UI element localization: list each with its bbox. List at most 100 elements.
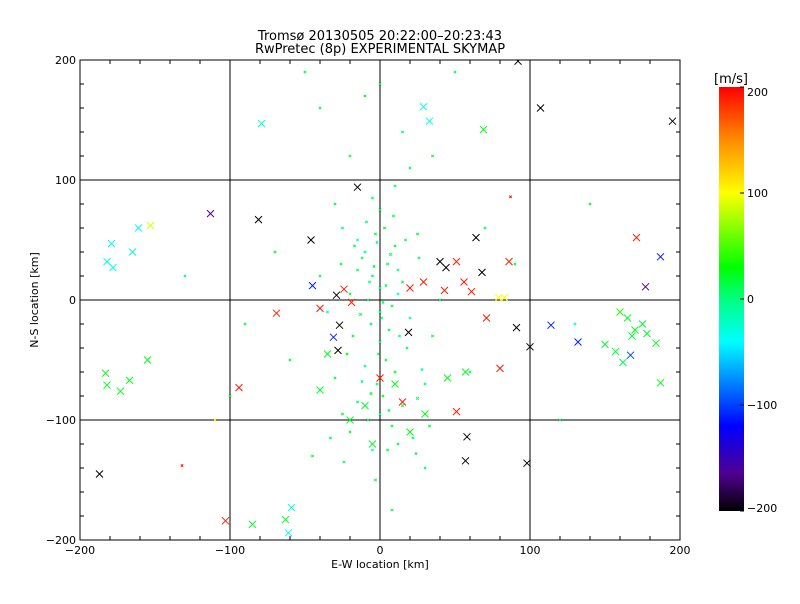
- marker-stroke: [408, 166, 412, 170]
- marker-stroke: [307, 236, 315, 244]
- marker-stroke: [423, 466, 427, 470]
- marker-stroke: [425, 117, 434, 126]
- marker-stroke: [378, 208, 382, 212]
- marker-stroke: [638, 320, 647, 328]
- marker-stroke: [378, 412, 382, 416]
- small-data-point: [430, 154, 435, 158]
- large-data-point: [221, 516, 230, 525]
- small-data-point: [387, 408, 391, 412]
- large-data-point: [436, 257, 444, 266]
- marker-stroke: [347, 298, 356, 307]
- marker-stroke: [393, 184, 397, 188]
- marker-stroke: [423, 382, 427, 386]
- large-data-point: [463, 432, 471, 441]
- large-data-point: [523, 459, 531, 468]
- marker-stroke: [348, 430, 352, 434]
- marker-stroke: [400, 130, 405, 134]
- large-data-point: [323, 350, 332, 358]
- marker-stroke: [288, 358, 292, 362]
- marker-stroke: [508, 195, 513, 199]
- small-data-point: [352, 244, 357, 248]
- large-data-point: [316, 304, 324, 313]
- small-data-point: [378, 208, 382, 212]
- marker-stroke: [523, 459, 531, 468]
- marker-stroke: [378, 286, 382, 290]
- marker-stroke: [396, 442, 400, 446]
- marker-stroke: [398, 398, 407, 406]
- small-data-point: [387, 328, 391, 332]
- small-data-point: [397, 334, 402, 338]
- marker-stroke: [611, 347, 620, 356]
- small-data-point: [180, 464, 184, 468]
- marker-stroke: [403, 238, 408, 242]
- large-data-point: [361, 401, 369, 410]
- marker-stroke: [381, 300, 385, 304]
- marker-stroke: [355, 238, 360, 242]
- marker-stroke: [125, 376, 134, 385]
- small-data-point: [339, 262, 343, 266]
- small-data-point: [411, 436, 415, 440]
- large-data-point: [452, 407, 461, 416]
- small-data-point: [351, 334, 355, 338]
- x-tick-label: −200: [65, 544, 95, 557]
- marker-stroke: [436, 257, 444, 266]
- small-data-point: [423, 382, 427, 386]
- small-data-point: [364, 220, 369, 224]
- small-data-point: [513, 262, 517, 266]
- marker-stroke: [419, 102, 428, 111]
- marker-stroke: [443, 374, 452, 382]
- small-data-point: [318, 274, 322, 278]
- large-data-point: [316, 386, 324, 394]
- large-data-point: [478, 268, 486, 277]
- colorbar: [719, 87, 744, 511]
- large-data-point: [287, 503, 296, 512]
- large-data-point: [248, 520, 257, 529]
- marker-stroke: [323, 350, 332, 358]
- marker-stroke: [333, 202, 337, 206]
- small-data-point: [370, 196, 375, 200]
- marker-stroke: [641, 282, 650, 291]
- marker-stroke: [373, 232, 378, 236]
- marker-stroke: [353, 183, 362, 192]
- marker-stroke: [385, 448, 390, 452]
- small-data-point: [396, 442, 400, 446]
- marker-stroke: [370, 274, 375, 278]
- marker-stroke: [420, 368, 424, 372]
- small-data-point: [345, 352, 349, 356]
- marker-stroke: [468, 370, 472, 374]
- large-data-point: [461, 368, 470, 376]
- marker-stroke: [536, 104, 545, 112]
- small-data-point: [370, 274, 375, 278]
- large-data-point: [347, 298, 356, 307]
- marker-stroke: [128, 248, 137, 256]
- marker-stroke: [206, 209, 215, 218]
- large-data-point: [95, 470, 104, 478]
- marker-stroke: [656, 252, 665, 261]
- marker-stroke: [384, 284, 388, 288]
- colorbar-tick-label: −100: [747, 399, 777, 412]
- small-data-point: [360, 380, 364, 384]
- marker-stroke: [284, 528, 293, 537]
- large-data-point: [128, 248, 137, 256]
- small-data-point: [388, 252, 393, 256]
- small-data-point: [390, 424, 394, 428]
- small-data-point: [373, 478, 378, 482]
- large-data-point: [308, 281, 317, 290]
- large-data-point: [442, 263, 450, 272]
- large-data-point: [536, 104, 545, 112]
- y-tick-label: 200: [55, 54, 76, 67]
- colorbar-tick-label: −200: [747, 502, 777, 515]
- marker-stroke: [366, 418, 370, 422]
- small-data-point: [366, 298, 370, 302]
- marker-stroke: [461, 456, 470, 465]
- large-data-point: [611, 347, 620, 356]
- small-data-point: [318, 106, 322, 110]
- small-data-point: [423, 466, 427, 470]
- marker-stroke: [406, 428, 414, 436]
- small-data-point: [363, 94, 367, 98]
- marker-stroke: [378, 82, 382, 86]
- marker-stroke: [415, 232, 420, 236]
- colorbar-tick-label: 100: [747, 187, 768, 200]
- marker-stroke: [369, 392, 373, 396]
